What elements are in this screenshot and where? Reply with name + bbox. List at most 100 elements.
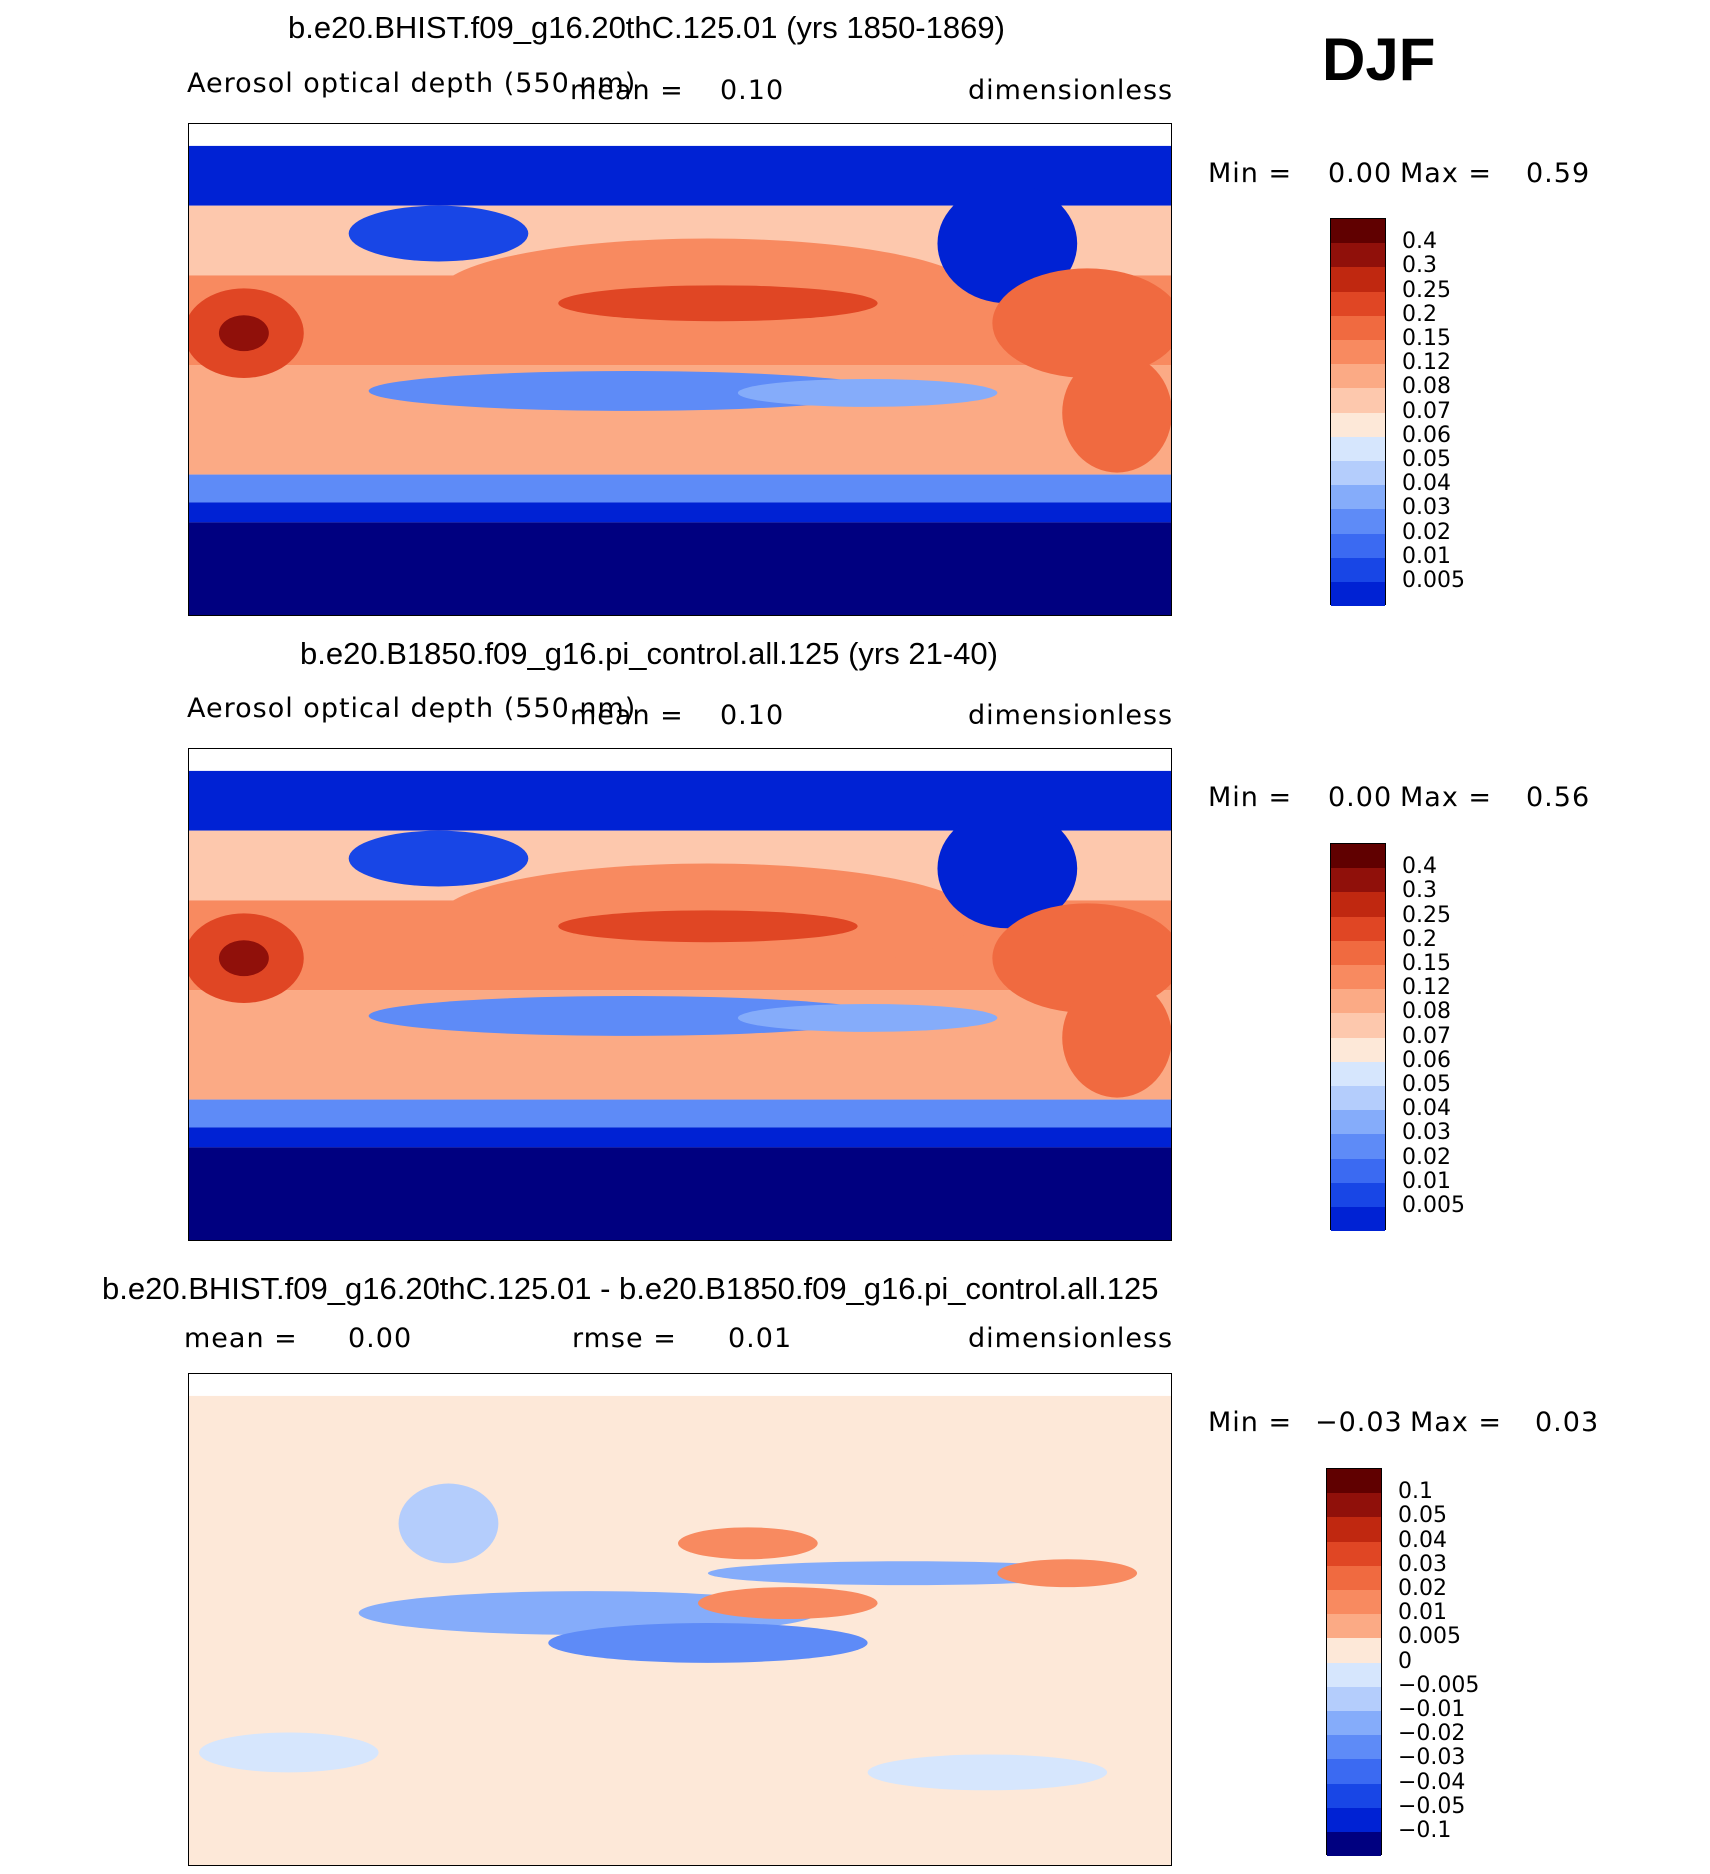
panel-1-title: b.e20.BHIST.f09_g16.20thC.125.01 (yrs 18… (288, 10, 1005, 45)
colorbar-label: 0.02 (1402, 519, 1451, 545)
colorbar-swatch (1331, 844, 1385, 870)
colorbar-swatch (1331, 916, 1385, 942)
colorbar-label: 0.04 (1402, 471, 1451, 497)
colorbar-label: 0.06 (1402, 422, 1451, 448)
colorbar-swatch (1331, 1207, 1385, 1232)
panel-3-title: b.e20.BHIST.f09_g16.20thC.125.01 - b.e20… (102, 1271, 1159, 1306)
panel-2-variable: Aerosol optical depth (550 nm) (187, 693, 637, 724)
panel-2-mean-value: 0.10 (720, 700, 785, 731)
colorbar-label: 0.01 (1402, 1168, 1451, 1194)
colorbar-label: 0.005 (1398, 1624, 1461, 1650)
colorbar-swatch (1327, 1711, 1381, 1737)
panel-2-field (189, 749, 1171, 1240)
panel-1-min-value: 0.00 (1328, 158, 1393, 189)
panel-3-rmse-label: rmse = (572, 1323, 677, 1354)
colorbar-label: 0.15 (1402, 951, 1451, 976)
colorbar-swatch (1327, 1517, 1381, 1543)
colorbar-swatch (1327, 1662, 1381, 1688)
colorbar-label: 0.02 (1398, 1576, 1447, 1601)
colorbar-swatch (1331, 940, 1385, 966)
colorbar-swatch (1327, 1541, 1381, 1567)
colorbar-label: 0.2 (1402, 301, 1437, 327)
colorbar-label: 0.04 (1402, 1096, 1451, 1122)
colorbar-label: 0.05 (1398, 1503, 1447, 1529)
colorbar-swatch (1327, 1565, 1381, 1591)
colorbar-swatch (1331, 989, 1385, 1015)
colorbar-label: 0.08 (1402, 374, 1451, 400)
colorbar-swatch (1331, 509, 1385, 535)
colorbar-swatch (1331, 868, 1385, 894)
panel-1-mean-value: 0.10 (720, 75, 785, 106)
colorbar-swatch (1331, 582, 1385, 607)
colorbar-swatch (1331, 1110, 1385, 1136)
colorbar-swatches (1326, 1468, 1382, 1857)
panel-3-mean-label: mean = (184, 1323, 298, 1354)
colorbar-label: 0.05 (1402, 447, 1451, 472)
colorbar-label: 0.06 (1402, 1047, 1451, 1073)
colorbar-label: 0 (1398, 1648, 1412, 1674)
colorbar-swatch (1331, 1013, 1385, 1039)
colorbar-swatch (1331, 364, 1385, 390)
panel-3-map (188, 1373, 1172, 1866)
colorbar-swatch (1327, 1759, 1381, 1785)
panel-1-map (188, 123, 1172, 616)
colorbar-label: −0.1 (1398, 1818, 1452, 1843)
colorbar-swatch (1331, 461, 1385, 487)
colorbar-swatch (1331, 243, 1385, 269)
colorbar-swatches (1330, 218, 1386, 607)
colorbar-label: −0.04 (1398, 1769, 1466, 1795)
colorbar-label: 0.1 (1398, 1479, 1433, 1505)
colorbar-swatch (1331, 412, 1385, 438)
panel-1-field (189, 124, 1171, 615)
colorbar-swatch (1327, 1638, 1381, 1664)
colorbar-swatch (1327, 1590, 1381, 1616)
colorbar-swatch (1331, 1037, 1385, 1063)
panel-2-units: dimensionless (968, 700, 1174, 731)
panel-2-map (188, 748, 1172, 1241)
colorbar-swatch (1327, 1832, 1381, 1857)
colorbar-label: 0.05 (1402, 1072, 1451, 1097)
colorbar-swatch (1331, 340, 1385, 366)
panel-2-title: b.e20.B1850.f09_g16.pi_control.all.125 (… (300, 636, 998, 671)
colorbar-label: −0.03 (1398, 1745, 1466, 1771)
panel-2-min-value: 0.00 (1328, 782, 1393, 813)
colorbar-label: 0.12 (1402, 975, 1451, 1001)
colorbar-swatch (1327, 1614, 1381, 1640)
colorbar-swatches (1330, 843, 1386, 1232)
colorbar-label: 0.005 (1402, 1193, 1465, 1218)
colorbar-swatch (1327, 1469, 1381, 1495)
colorbar-swatch (1331, 291, 1385, 317)
colorbar-label: −0.02 (1398, 1721, 1466, 1747)
panel-3-units: dimensionless (968, 1323, 1174, 1354)
panel-3-max-value: 0.03 (1535, 1407, 1600, 1438)
colorbar-swatch (1331, 965, 1385, 991)
colorbar-label: −0.05 (1398, 1793, 1466, 1819)
colorbar-label: 0.02 (1402, 1144, 1451, 1170)
panel-2-mean-label: mean = (570, 700, 684, 731)
colorbar-swatch (1331, 1158, 1385, 1184)
colorbar-swatch (1331, 1061, 1385, 1087)
panel-3-field (189, 1374, 1171, 1865)
panel-3-min-label: Min = (1208, 1407, 1293, 1438)
colorbar-label: 0.04 (1398, 1527, 1447, 1553)
colorbar-label: 0.005 (1402, 568, 1465, 593)
colorbar-swatch (1331, 557, 1385, 583)
colorbar-swatch (1331, 485, 1385, 511)
season-label: DJF (1322, 26, 1436, 93)
panel-3-max-label: Max = (1410, 1407, 1503, 1438)
panel-2-max-value: 0.56 (1526, 782, 1591, 813)
colorbar-swatch (1327, 1783, 1381, 1809)
colorbar-label: 0.03 (1402, 495, 1451, 521)
colorbar-swatch (1327, 1686, 1381, 1712)
colorbar-label: 0.4 (1402, 229, 1437, 255)
colorbar-swatch (1331, 1182, 1385, 1208)
colorbar-label: −0.01 (1398, 1697, 1466, 1722)
colorbar-swatch (1331, 1134, 1385, 1160)
panel-1-min-label: Min = (1208, 158, 1293, 189)
colorbar-swatch (1327, 1493, 1381, 1519)
colorbar-swatch (1331, 1086, 1385, 1112)
colorbar-label: 0.25 (1402, 902, 1451, 928)
colorbar-label: 0.01 (1402, 543, 1451, 569)
panel-1-units: dimensionless (968, 75, 1174, 106)
colorbar-swatch (1331, 219, 1385, 245)
